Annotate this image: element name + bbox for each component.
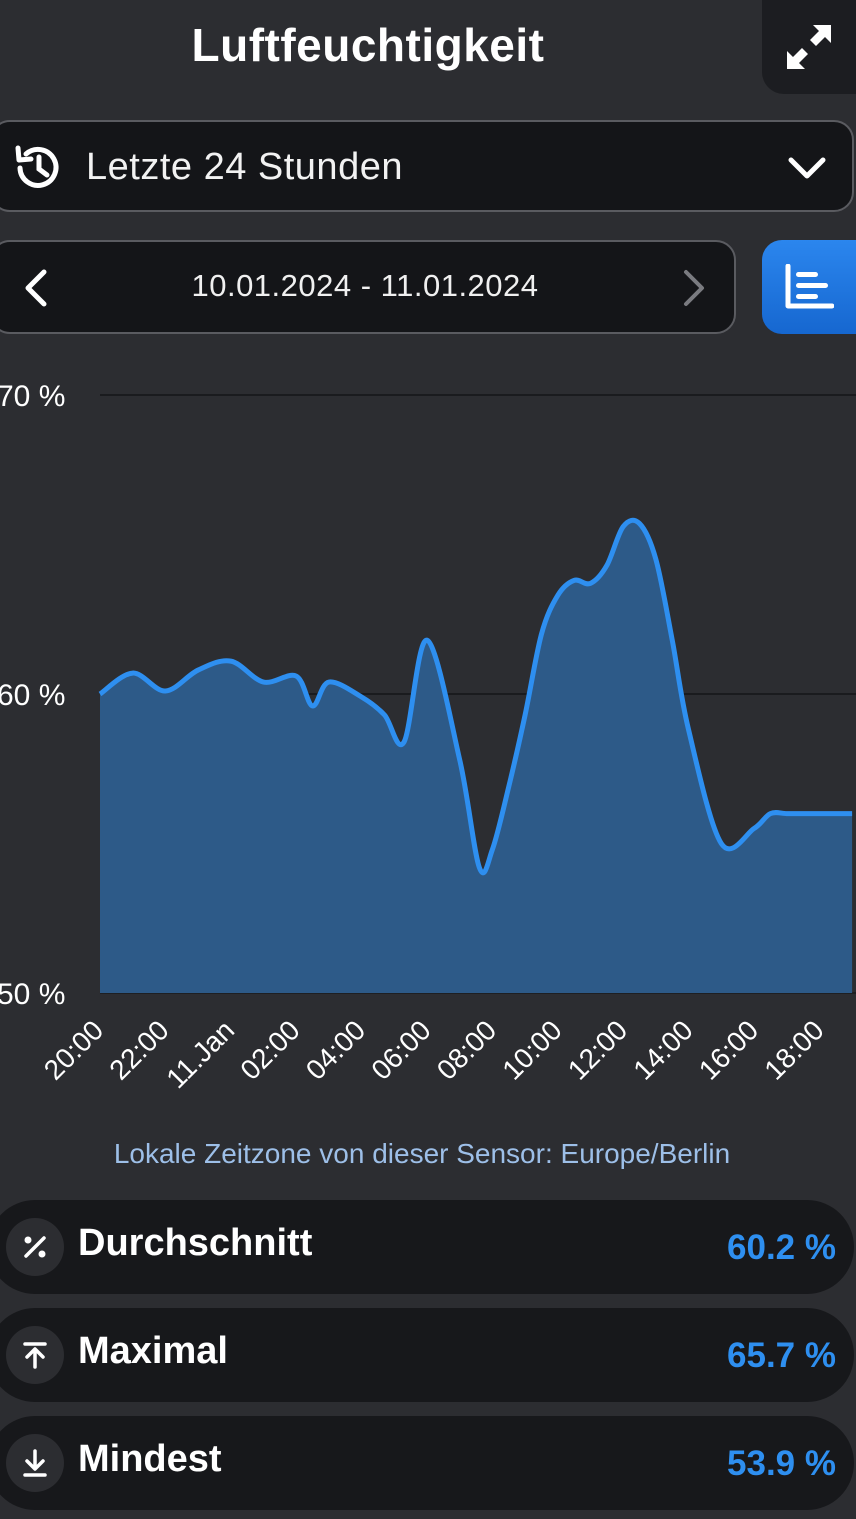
- y-tick-label: 70 %: [0, 380, 65, 413]
- x-tick-label: 11.Jan: [160, 1014, 240, 1094]
- series-line: [98, 517, 853, 876]
- page-title: Luftfeuchtigkeit: [191, 19, 545, 71]
- stat-name: Maximal: [78, 1330, 228, 1372]
- history-icon: [15, 145, 59, 188]
- chevron-down-icon: [788, 157, 826, 179]
- stat-value: 60.2 %: [727, 1228, 836, 1267]
- timezone-note: Lokale Zeitzone von dieser Sensor: Europ…: [113, 1138, 731, 1169]
- x-tick-label: 06:00: [365, 1014, 436, 1085]
- x-tick-label: 18:00: [758, 1014, 829, 1085]
- download-icon: [6, 1434, 64, 1492]
- series-area: [100, 520, 853, 993]
- chart-type-button[interactable]: [762, 240, 856, 334]
- chevron-left-icon[interactable]: [20, 268, 52, 308]
- stat-average: Durchschnitt 60.2 %: [0, 1200, 854, 1294]
- x-tick-label: 04:00: [300, 1014, 371, 1085]
- date-navigator: 10.01.2024 - 11.01.2024: [0, 240, 736, 334]
- stat-minimum: Mindest 53.9 %: [0, 1416, 854, 1510]
- x-tick-label: 12:00: [562, 1014, 633, 1085]
- x-tick-label: 16:00: [693, 1014, 764, 1085]
- humidity-chart: 70 %60 %50 %20:0022:0011.Jan02:0004:0006…: [0, 380, 856, 1094]
- stat-value: 65.7 %: [727, 1336, 836, 1375]
- arrow-up-to-line-icon: [6, 1326, 64, 1384]
- expand-arrows-icon: [787, 25, 831, 69]
- x-tick-label: 02:00: [234, 1014, 305, 1085]
- y-tick-label: 60 %: [0, 679, 65, 712]
- x-tick-label: 10:00: [496, 1014, 567, 1085]
- x-tick-label: 14:00: [627, 1014, 698, 1085]
- stat-value: 53.9 %: [727, 1444, 836, 1483]
- stat-name: Durchschnitt: [78, 1222, 313, 1264]
- expand-button[interactable]: [762, 0, 856, 94]
- x-tick-label: 08:00: [431, 1014, 502, 1085]
- stat-maximum: Maximal 65.7 %: [0, 1308, 854, 1402]
- percent-icon: [6, 1218, 64, 1276]
- stat-name: Mindest: [78, 1438, 222, 1480]
- chevron-right-icon[interactable]: [678, 268, 710, 308]
- bar-chart-icon: [785, 264, 834, 309]
- date-range: 10.01.2024 - 11.01.2024: [191, 268, 539, 303]
- x-tick-label: 20:00: [38, 1014, 109, 1085]
- time-range-select[interactable]: Letzte 24 Stunden: [0, 120, 854, 212]
- time-range-label: Letzte 24 Stunden: [86, 146, 403, 188]
- y-tick-label: 50 %: [0, 978, 65, 1011]
